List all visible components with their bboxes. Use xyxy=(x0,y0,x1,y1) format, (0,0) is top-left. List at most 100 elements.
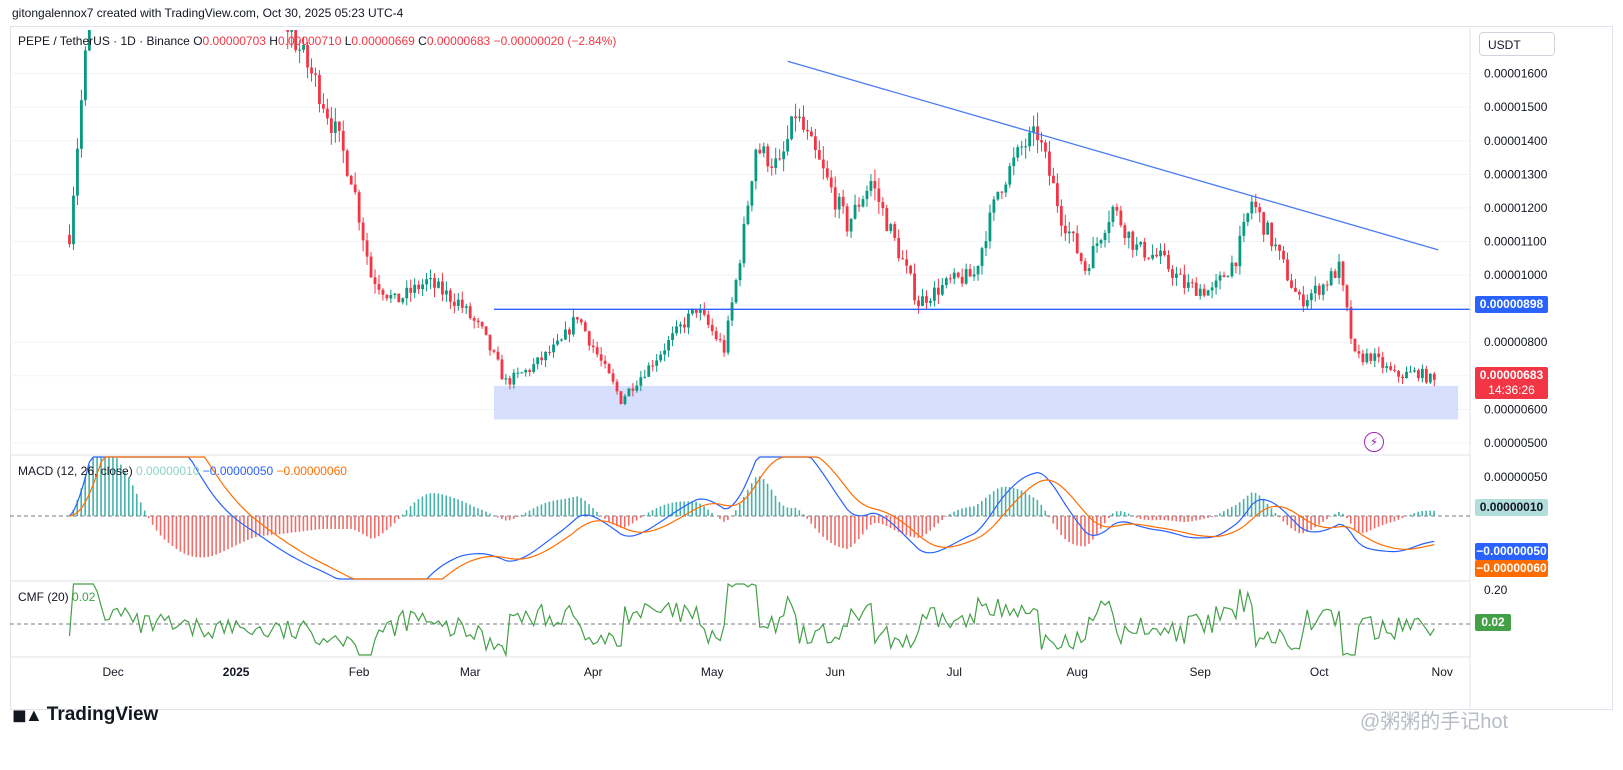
candle-body xyxy=(611,373,615,382)
macd-hist-bar xyxy=(822,516,824,537)
candle-body xyxy=(302,44,305,50)
price-axis[interactable]: 0.00001600 0.00001500 0.00001400 0.00001300… xyxy=(1484,67,1548,450)
candle-body xyxy=(385,294,389,299)
macd-hist-bar xyxy=(1274,512,1277,516)
macd-hist-bar xyxy=(766,483,769,516)
candle-body xyxy=(298,49,302,51)
candle-body xyxy=(1341,261,1345,286)
candle-body xyxy=(1246,213,1250,222)
macd-hist-bar xyxy=(854,516,856,544)
macd-hist-bar xyxy=(1306,516,1308,532)
candle-body xyxy=(520,372,524,374)
candle-body xyxy=(798,116,801,119)
resistance-trendline[interactable] xyxy=(787,60,1439,251)
demand-zone[interactable] xyxy=(494,385,1459,420)
candle-body xyxy=(353,184,357,193)
candle-body xyxy=(667,340,670,351)
macd-axis-tick: 0.00000050 xyxy=(1484,470,1548,484)
macd-hist-bar xyxy=(1175,516,1178,522)
candle-body xyxy=(1119,210,1123,226)
candle-body xyxy=(885,208,889,231)
candle-body xyxy=(1357,351,1361,354)
price-tick: 0.00000800 xyxy=(1484,335,1548,349)
macd-hist-bar xyxy=(619,516,622,528)
macd-hist-bar xyxy=(858,516,860,540)
macd-hist-bar xyxy=(1064,516,1066,540)
macd-hist-bar xyxy=(877,516,880,524)
candle-body xyxy=(564,329,567,340)
macd-hist-bar xyxy=(659,506,662,516)
candle-body xyxy=(790,116,793,140)
macd-hist-bar xyxy=(1076,516,1078,546)
candle-body xyxy=(1409,371,1412,373)
macd-hist-bar xyxy=(1377,516,1380,527)
candle-body xyxy=(286,30,290,32)
macd-hist-bar xyxy=(814,516,816,529)
time-axis[interactable]: Dec 2025 Feb Mar Apr May Jun Jul Aug Sep Oct Nov xyxy=(102,665,1452,679)
macd-hist-bar xyxy=(1115,511,1118,516)
macd-hist-bar xyxy=(1048,516,1051,518)
macd-hist-bar xyxy=(881,516,884,525)
macd-hist-bar xyxy=(1187,516,1189,522)
macd-hist-bar xyxy=(604,516,606,519)
macd-hist-bar xyxy=(282,516,285,534)
macd-hist-bar xyxy=(1334,514,1336,516)
macd-hist-bar xyxy=(124,471,126,516)
macd-hist-bar xyxy=(592,508,594,516)
tradingview-logo[interactable]: ◼▲ TradingView xyxy=(12,704,158,726)
macd-hist-bar xyxy=(207,516,209,557)
lightning-icon[interactable]: ⚡ xyxy=(1364,432,1384,452)
macd-hist-bar xyxy=(1012,487,1015,516)
currency-selector[interactable]: USDT xyxy=(1479,32,1555,56)
macd-hist-bar xyxy=(1100,516,1102,529)
candle-body xyxy=(758,149,762,154)
candle-body xyxy=(1190,282,1194,284)
candle-body xyxy=(718,339,722,341)
candle-body xyxy=(1099,240,1103,244)
candle-body xyxy=(631,388,635,391)
macd-title[interactable]: MACD (12, 26, close) xyxy=(18,464,133,478)
macd-hist-bar xyxy=(1179,516,1181,522)
candle-body xyxy=(1147,257,1151,259)
macd-hist-bar xyxy=(469,504,471,516)
macd-hist-bar xyxy=(1389,516,1392,523)
macd-hist-bar xyxy=(778,502,781,516)
candle-body xyxy=(687,313,690,328)
candle-body xyxy=(1222,275,1226,278)
macd-hist-bar xyxy=(830,516,832,543)
candle-body xyxy=(925,296,928,303)
candle-body xyxy=(1369,353,1373,361)
macd-hist-bar xyxy=(151,516,154,525)
symbol-label[interactable]: PEPE / TetherUS · 1D · Binance xyxy=(18,34,190,48)
candle-body xyxy=(1290,280,1293,288)
candle-body xyxy=(702,309,706,315)
macd-hist-bar xyxy=(425,494,428,516)
candle-body xyxy=(1020,146,1024,148)
macd-hist-bar xyxy=(326,516,328,529)
macd-hist-bar xyxy=(223,516,225,552)
macd-hist-bar xyxy=(334,516,336,529)
macd-hist-bar xyxy=(1417,511,1420,516)
candle-body xyxy=(944,278,948,285)
candle-body xyxy=(579,319,583,323)
candle-body xyxy=(865,190,869,200)
price-tick: 0.00001400 xyxy=(1484,134,1548,148)
time-tick: Dec xyxy=(102,665,123,679)
macd-hist-bar xyxy=(243,516,245,542)
candle-body xyxy=(1401,376,1404,378)
candle-body xyxy=(1321,284,1325,295)
price-tick: 0.00001300 xyxy=(1484,167,1548,181)
macd-hist-bar xyxy=(802,514,805,516)
candle-body xyxy=(591,345,595,348)
macd-hist-bar xyxy=(703,506,705,516)
macd-line-badge: −0.00000050 xyxy=(1475,543,1548,560)
cmf-title[interactable]: CMF (20) xyxy=(18,590,69,604)
price-tick: 0.00001600 xyxy=(1484,67,1548,81)
macd-hist-bar xyxy=(742,496,745,516)
macd-hist-bar xyxy=(992,491,995,516)
macd-hist-bar xyxy=(477,508,479,516)
candle-body xyxy=(484,326,488,335)
candle-body xyxy=(909,265,912,274)
macd-hist-bar xyxy=(155,516,158,531)
